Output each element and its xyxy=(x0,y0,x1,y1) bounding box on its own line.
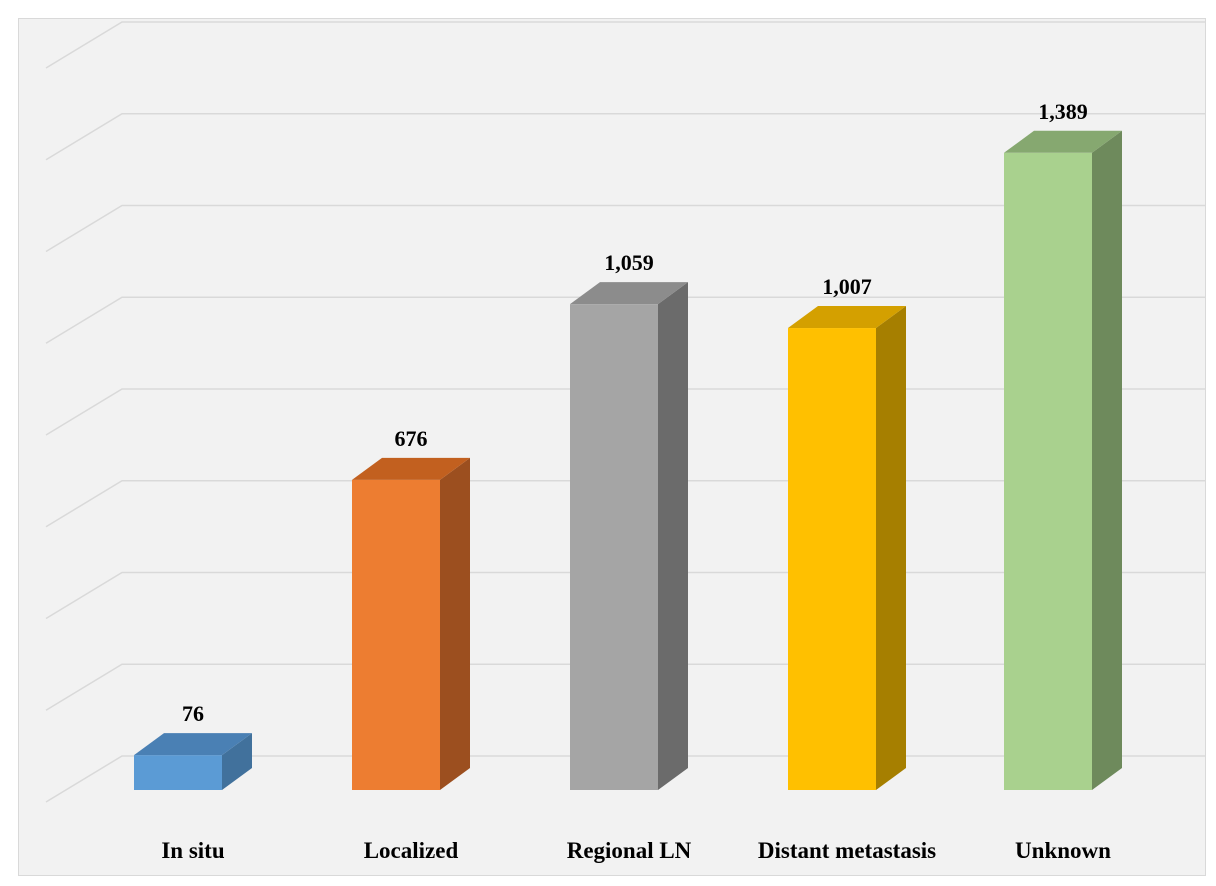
bar-regional-ln xyxy=(570,282,688,790)
data-label: 1,059 xyxy=(604,250,654,275)
bar-top xyxy=(352,457,470,480)
bar-side xyxy=(440,457,470,790)
data-label: 676 xyxy=(395,426,428,451)
category-label: Unknown xyxy=(1015,838,1111,863)
data-label: 1,007 xyxy=(822,274,872,299)
bar-top xyxy=(788,306,906,329)
bar-front xyxy=(570,304,658,790)
bar-side xyxy=(658,282,688,790)
bar-front xyxy=(352,479,440,790)
bar-unknown xyxy=(1004,130,1122,790)
bar-top xyxy=(570,282,688,305)
gridline xyxy=(45,296,1206,344)
bar-in-situ xyxy=(134,733,252,790)
bar-side xyxy=(1092,130,1122,790)
category-labels: In situ Localized Regional LN Distant metas… xyxy=(161,838,1111,863)
bar-front xyxy=(1004,152,1092,790)
bar-distant-metastasis xyxy=(788,306,906,790)
bars xyxy=(134,130,1122,790)
gridline xyxy=(45,21,1206,69)
category-label: Localized xyxy=(364,838,459,863)
category-label: Regional LN xyxy=(567,838,692,863)
category-label: Distant metastasis xyxy=(758,838,936,863)
gridline xyxy=(45,113,1206,161)
bar-front xyxy=(134,755,222,790)
data-label: 76 xyxy=(182,701,204,726)
bar-localized xyxy=(352,457,470,790)
bar-side xyxy=(876,306,906,790)
gridline xyxy=(45,204,1206,253)
category-label: In situ xyxy=(161,838,224,863)
data-label: 1,389 xyxy=(1038,99,1088,124)
bar-top xyxy=(1004,130,1122,153)
bar-front xyxy=(788,328,876,790)
bar-side xyxy=(222,733,252,790)
bar-top xyxy=(134,733,252,756)
data-labels: 76 676 1,059 1,007 1,389 xyxy=(182,99,1088,726)
